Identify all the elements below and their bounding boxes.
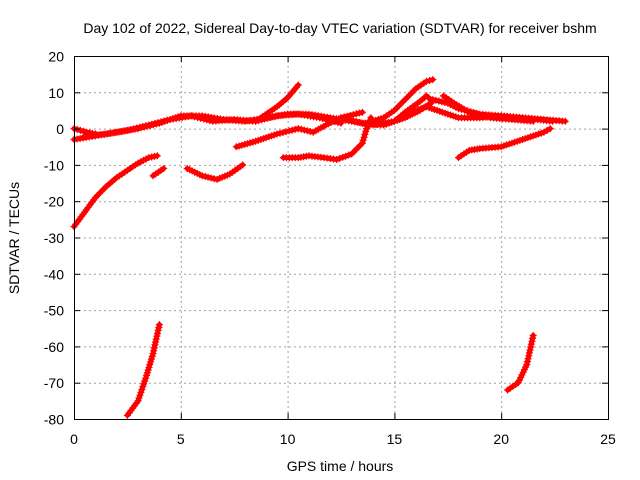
series-arc-14	[440, 92, 537, 125]
x-tick-label: 20	[493, 431, 509, 447]
series-band	[71, 153, 160, 230]
y-tick-label: -60	[44, 339, 64, 355]
series-arc-17	[504, 332, 537, 394]
y-tick-label: -80	[44, 412, 64, 428]
series-arc-8	[252, 81, 302, 125]
x-tick-label: 10	[280, 431, 296, 447]
y-tick-label: -70	[44, 375, 64, 391]
series-markers	[183, 161, 247, 183]
series-markers	[369, 76, 437, 125]
x-tick-label: 0	[70, 431, 78, 447]
series-markers	[252, 81, 302, 125]
y-tick-label: -50	[44, 303, 64, 319]
data-series	[70, 76, 569, 419]
y-tick-label: 20	[48, 49, 64, 65]
series-markers	[81, 110, 345, 140]
series-arc-11	[369, 76, 437, 125]
series-markers	[123, 321, 163, 419]
series-markers	[279, 114, 375, 163]
series-markers	[440, 92, 537, 125]
series-markers	[504, 332, 537, 394]
series-arc-9	[279, 114, 375, 163]
series-markers	[455, 125, 554, 162]
y-tick-label: 10	[48, 85, 64, 101]
x-tick-label: 15	[387, 431, 403, 447]
series-arc-15	[455, 125, 554, 162]
y-tick-label: -30	[44, 230, 64, 246]
series-arc-5	[149, 165, 168, 180]
y-tick-label: -40	[44, 266, 64, 282]
x-axis-label: GPS time / hours	[287, 458, 394, 474]
series-arc-1	[70, 152, 161, 231]
y-axis-label: SDTVAR / TECUs	[6, 182, 22, 294]
x-tick-label: 25	[600, 431, 616, 447]
series-arc-4	[81, 110, 345, 140]
x-tick-label: 5	[177, 431, 185, 447]
series-band	[124, 322, 162, 418]
series-arc-6	[183, 161, 247, 183]
y-tick-label: -10	[44, 157, 64, 173]
series-markers	[149, 165, 168, 180]
y-tick-label: 0	[56, 121, 64, 137]
series-arc-16	[123, 321, 163, 419]
y-tick-label: -20	[44, 194, 64, 210]
chart-title: Day 102 of 2022, Sidereal Day-to-day VTE…	[83, 20, 596, 36]
axis-ticks: 0 5 10 15 20 25 -80 -70 -60 -50 -40 -30 -20 -10 0 10 20	[44, 49, 616, 448]
series-markers	[70, 152, 161, 231]
